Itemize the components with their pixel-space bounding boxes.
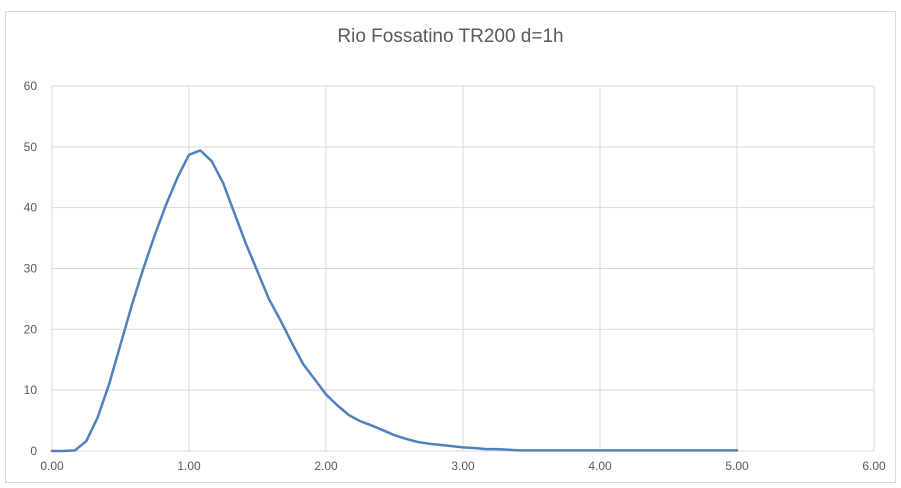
y-tick-label: 20 [24,322,38,336]
chart-frame [5,11,896,483]
x-tick-label: 3.00 [451,459,475,473]
x-tick-label: 1.00 [177,459,201,473]
series-group [50,149,739,453]
x-tick-label: 2.00 [314,459,338,473]
y-tick-label: 40 [24,201,38,215]
y-tick-label: 60 [24,79,38,93]
x-tick-label: 0.00 [40,459,64,473]
y-axis-tick-labels: 0 10 20 30 40 50 60 [24,79,38,458]
x-tick-label: 6.00 [862,459,886,473]
series-line [50,149,739,453]
y-tick-label: 10 [24,383,38,397]
x-tick-label: 5.00 [725,459,749,473]
x-tick-label: 4.00 [588,459,612,473]
x-axis-tick-labels: 0.00 1.00 2.00 3.00 4.00 5.00 6.00 [40,459,886,473]
chart-title: Rio Fossatino TR200 d=1h [337,26,564,47]
y-tick-label: 0 [30,444,37,458]
y-tick-label: 30 [24,262,38,276]
y-tick-label: 50 [24,140,38,154]
